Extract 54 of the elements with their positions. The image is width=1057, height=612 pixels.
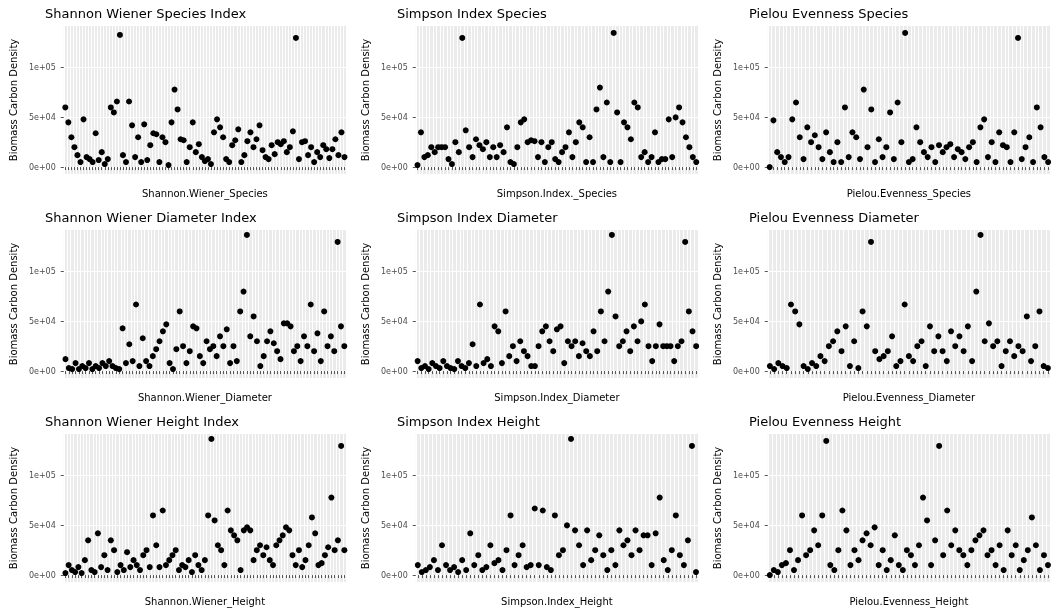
x-axis-title: Pielou.Evenness_Diameter	[842, 391, 977, 404]
y-tick-label: 0e+00	[732, 366, 760, 376]
x-axis-title: Pielou.Evenness_Height	[849, 595, 969, 608]
y-axis-title: Biomass Carbon Density	[711, 38, 723, 162]
y-tick-label: 0e+00	[28, 162, 56, 172]
y-tick-label: 5e+04	[380, 520, 408, 530]
chart-title: Shannon Wiener Diameter Index	[45, 210, 258, 225]
chart-title: Pielou Evenness Height	[749, 414, 902, 429]
y-tick-label: 5e+04	[732, 112, 760, 122]
x-axis-title: Simpson.Index._Species	[496, 187, 618, 200]
y-tick-label: 0e+00	[732, 162, 760, 172]
chart-title: Shannon Wiener Height Index	[45, 414, 240, 429]
y-axis-title: Biomass Carbon Density	[711, 242, 723, 366]
y-tick-label: 5e+04	[28, 316, 56, 326]
x-axis-title: Shannon.Wiener_Diameter	[137, 391, 273, 404]
y-tick-label: 0e+00	[380, 570, 408, 580]
y-tick-label: 1e+05	[732, 267, 760, 277]
y-tick-label: 5e+04	[732, 520, 760, 530]
y-tick-label: 0e+00	[732, 570, 760, 580]
y-axis-title: Biomass Carbon Density	[359, 242, 371, 366]
x-axis-title: Simpson.Index_Height	[501, 595, 613, 608]
y-axis-title: Biomass Carbon Density	[7, 446, 19, 570]
y-tick-label: 5e+04	[380, 112, 408, 122]
y-tick-label: 1e+05	[28, 63, 56, 73]
y-tick-label: 1e+05	[380, 471, 408, 481]
y-tick-label: 1e+05	[28, 471, 56, 481]
y-tick-label: 0e+00	[380, 366, 408, 376]
y-axis-title: Biomass Carbon Density	[7, 38, 19, 162]
y-tick-label: 1e+05	[732, 471, 760, 481]
chart-title: Pielou Evenness Species	[749, 6, 909, 21]
y-axis-title: Biomass Carbon Density	[7, 242, 19, 366]
y-tick-label: 5e+04	[380, 316, 408, 326]
y-axis-title: Biomass Carbon Density	[711, 446, 723, 570]
chart-title: Pielou Evenness Diameter	[749, 210, 920, 225]
y-tick-label: 1e+05	[380, 267, 408, 277]
x-axis-title: Pielou.Evenness_Species	[846, 187, 972, 200]
y-axis-title: Biomass Carbon Density	[359, 446, 371, 570]
chart-title: Simpson Index Diameter	[397, 210, 559, 225]
x-axis-title: Shannon.Wiener_Species	[141, 187, 268, 200]
y-tick-label: 1e+05	[28, 267, 56, 277]
y-tick-label: 5e+04	[28, 112, 56, 122]
y-tick-label: 1e+05	[732, 63, 760, 73]
x-axis-title: Shannon.Wiener_Height	[144, 595, 266, 608]
y-tick-label: 5e+04	[732, 316, 760, 326]
y-tick-label: 0e+00	[380, 162, 408, 172]
y-tick-label: 5e+04	[28, 520, 56, 530]
y-tick-label: 1e+05	[380, 63, 408, 73]
chart-title: Shannon Wiener Species Index	[45, 6, 247, 21]
chart-title: Simpson Index Species	[397, 6, 548, 21]
y-tick-label: 0e+00	[28, 570, 56, 580]
chart-title: Simpson Index Height	[397, 414, 540, 429]
x-axis-title: Simpson.Index_Diameter	[494, 391, 621, 404]
y-axis-title: Biomass Carbon Density	[359, 38, 371, 162]
y-tick-label: 0e+00	[28, 366, 56, 376]
